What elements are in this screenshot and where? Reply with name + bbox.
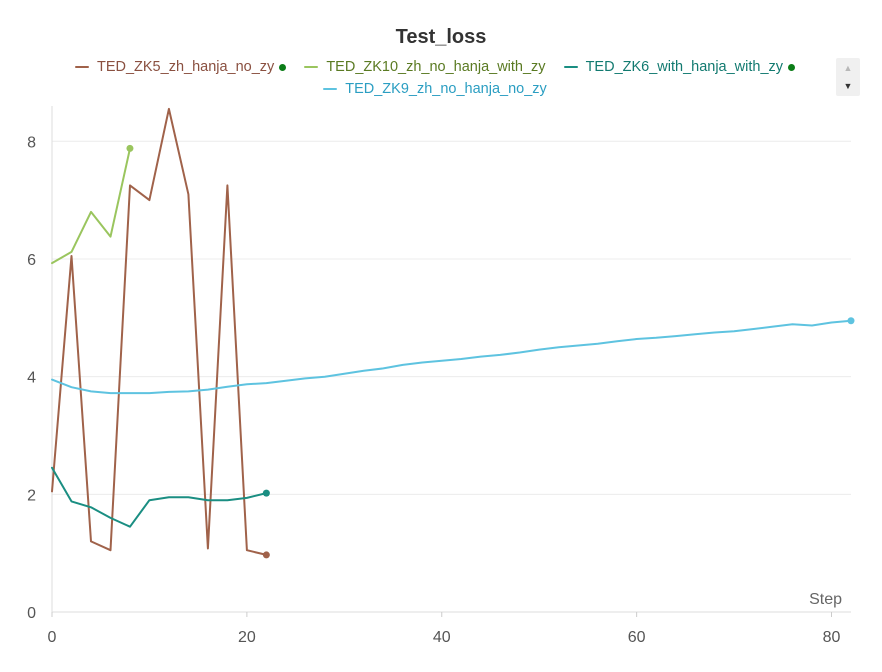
series-end-point-zk5 [262,551,270,559]
series-line-zk10 [51,147,131,265]
legend-label-zk6: TED_ZK6_with_hanja_with_zy [585,59,784,75]
y-tick-label: 8 [27,134,36,151]
legend-swatch-zk6 [563,65,578,69]
legend-item-zk5[interactable]: TED_ZK5_zh_hanja_no_zy [74,59,287,75]
live-status-dot-icon [279,63,287,71]
legend-item-zk10[interactable]: TED_ZK10_zh_no_hanja_with_zy [304,59,546,75]
x-axis-title: Step [809,591,842,608]
legend-swatch-zk9 [323,87,338,91]
legend-swatch-zk10 [304,65,319,69]
legend-row-2: TED_ZK9_zh_no_hanja_no_zy [40,78,830,100]
legend-item-zk9[interactable]: TED_ZK9_zh_no_hanja_no_zy [323,81,547,97]
legend-label-zk5: TED_ZK5_zh_hanja_no_zy [96,59,275,75]
x-tick-label: 80 [823,629,841,646]
y-tick-label: 4 [27,370,36,387]
series-line-zk6 [51,466,268,528]
legend-label-zk9: TED_ZK9_zh_no_hanja_no_zy [345,81,547,97]
series-end-point-zk9 [847,317,855,325]
y-tick-label: 0 [27,605,36,622]
live-status-dot-icon [788,63,796,71]
legend-label-zk10: TED_ZK10_zh_no_hanja_with_zy [326,59,546,75]
series-line-zk9 [51,319,852,395]
legend-item-zk6[interactable]: TED_ZK6_with_hanja_with_zy [563,59,796,75]
legend-scroller: ▲ ▼ [836,58,860,96]
x-tick-label: 20 [238,629,256,646]
series-end-point-zk10 [126,144,134,152]
legend: TED_ZK5_zh_hanja_no_zy TED_ZK10_zh_no_ha… [40,56,830,100]
series-line-zk5 [51,107,268,556]
x-tick-label: 40 [433,629,451,646]
y-tick-label: 6 [27,252,36,269]
series-end-point-zk6 [262,489,270,497]
x-tick-label: 0 [48,629,57,646]
legend-scroll-down-icon[interactable]: ▼ [843,81,853,91]
legend-swatch-zk5 [74,65,89,69]
y-tick-label: 2 [27,487,36,504]
legend-row-1: TED_ZK5_zh_hanja_no_zy TED_ZK10_zh_no_ha… [40,56,830,78]
legend-scroll-up-icon[interactable]: ▲ [843,63,853,73]
x-tick-label: 60 [628,629,646,646]
chart-title: Test_loss [395,26,487,48]
